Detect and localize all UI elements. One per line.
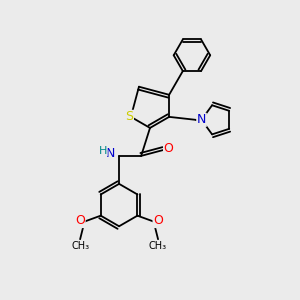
Text: O: O [75,214,85,227]
Text: S: S [125,110,134,123]
Text: H: H [99,146,107,156]
Text: CH₃: CH₃ [149,241,167,251]
Text: O: O [153,214,163,227]
Text: N: N [197,113,206,126]
Text: N: N [106,147,116,160]
Text: O: O [164,142,173,155]
Text: CH₃: CH₃ [71,241,89,251]
